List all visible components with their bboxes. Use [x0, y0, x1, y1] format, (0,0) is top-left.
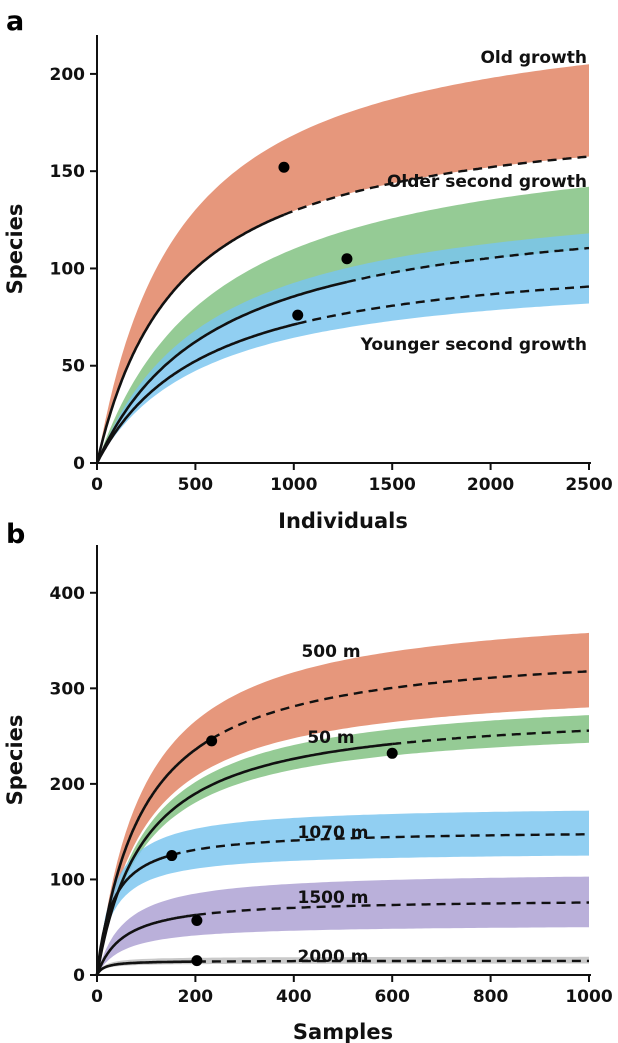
x-tick-label: 2500: [565, 475, 612, 495]
curve-observed-older-second-growth: [95, 280, 348, 464]
band-younger-second-growth: [97, 233, 589, 463]
panel-letter: b: [6, 519, 25, 550]
observed-point-younger-second-growth: [292, 309, 304, 321]
series-label: 500 m: [301, 642, 360, 662]
y-tick-label: 200: [50, 65, 86, 85]
curve-extrapolated-50-m: [392, 729, 589, 746]
y-tick-label: 100: [50, 259, 86, 279]
curve-observed-2000-m: [95, 960, 197, 976]
curve-extrapolated-500-m: [210, 670, 590, 740]
series-label: 50 m: [307, 728, 354, 748]
x-axis-title: Individuals: [278, 509, 408, 533]
series-label: Older second growth: [387, 172, 587, 192]
y-axis-title: Species: [3, 204, 27, 295]
x-tick-label: 500: [178, 475, 214, 495]
curve-observed-1500-m: [95, 913, 198, 976]
curve-observed-50-m: [95, 742, 393, 976]
x-tick-label: 0: [91, 987, 103, 1007]
curve-extrapolated-older-second-growth: [346, 246, 590, 284]
observed-point-1500-m: [191, 915, 203, 927]
x-tick-label: 800: [473, 987, 509, 1007]
series-label: 2000 m: [298, 947, 369, 967]
observed-point-500-m: [206, 735, 218, 747]
x-tick-label: 400: [276, 987, 312, 1007]
observed-point-2000-m: [191, 955, 203, 967]
x-tick-label: 0: [91, 475, 103, 495]
curve-extrapolated-1070-m: [171, 833, 589, 857]
series-label: Old growth: [480, 48, 587, 68]
observed-point-old-growth: [278, 161, 290, 173]
curve-extrapolated-2000-m: [196, 959, 589, 963]
band-500-m: [97, 632, 589, 975]
y-tick-label: 150: [50, 162, 86, 182]
observed-point-older-second-growth: [341, 253, 353, 265]
curve-extrapolated-old-growth: [283, 155, 590, 216]
y-tick-label: 0: [73, 454, 85, 474]
curve-observed-old-growth: [95, 213, 285, 464]
curve-observed-1070-m: [95, 853, 173, 976]
observed-point-50-m: [386, 747, 398, 759]
series-label: 1070 m: [298, 823, 369, 843]
panel-b: b 500 m 50 m 1070 m 1500 m 2000 m 0 100 200 300 40…: [3, 519, 613, 1043]
y-tick-label: 400: [50, 584, 86, 604]
series-label: 1500 m: [298, 888, 369, 908]
y-tick-label: 0: [73, 966, 85, 986]
x-tick-label: 1000: [270, 475, 317, 495]
x-tick-label: 2000: [467, 475, 514, 495]
panel-letter: a: [6, 6, 24, 37]
curve-observed-500-m: [95, 737, 213, 976]
x-tick-label: 1500: [369, 475, 416, 495]
band-1070-m: [97, 810, 589, 975]
curve-observed-younger-second-growth: [95, 322, 299, 464]
x-tick-label: 600: [374, 987, 410, 1007]
x-tick-label: 1000: [565, 987, 612, 1007]
band-1500-m: [97, 876, 589, 975]
y-tick-label: 300: [50, 679, 86, 699]
x-axis-title: Samples: [293, 1020, 393, 1043]
panel-a: a Old growth Older second growth Younger se…: [3, 6, 613, 533]
curve-extrapolated-younger-second-growth: [297, 285, 590, 325]
curve-extrapolated-1500-m: [196, 901, 590, 917]
observed-point-1070-m: [166, 850, 178, 862]
series-label: Younger second growth: [360, 335, 587, 355]
y-axis-title: Species: [3, 715, 27, 806]
x-tick-label: 200: [178, 987, 214, 1007]
y-tick-label: 50: [61, 357, 85, 377]
band-old-growth: [97, 64, 589, 463]
y-tick-label: 100: [50, 870, 86, 890]
y-tick-label: 200: [50, 775, 86, 795]
